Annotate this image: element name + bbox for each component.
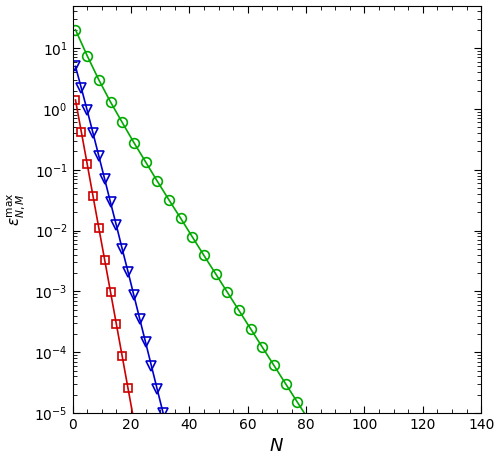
Y-axis label: $\epsilon_{N,M}^{\mathrm{max}}$: $\epsilon_{N,M}^{\mathrm{max}}$ xyxy=(6,192,28,226)
X-axis label: $N$: $N$ xyxy=(270,437,284,455)
